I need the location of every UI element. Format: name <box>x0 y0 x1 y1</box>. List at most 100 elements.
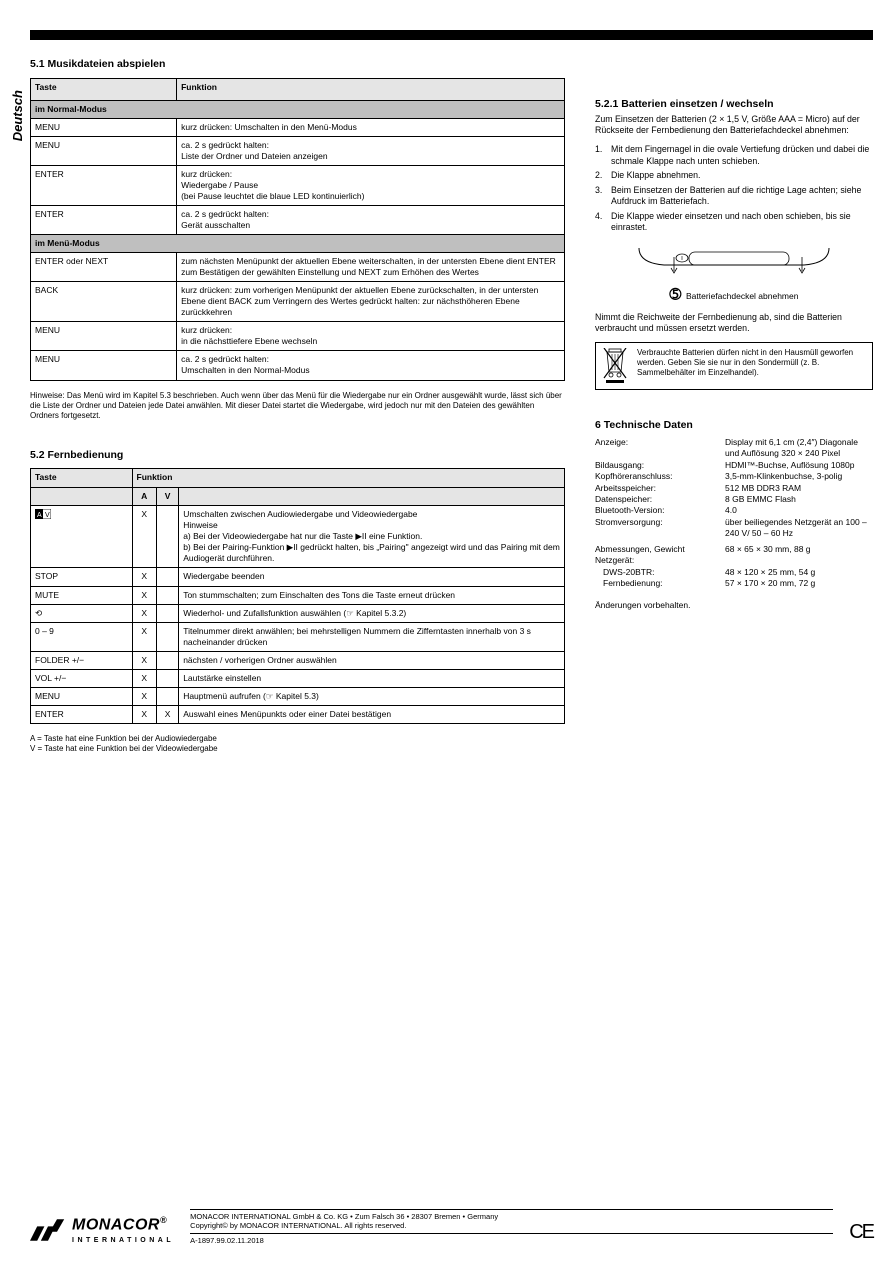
t2-r2-btn: STOP <box>31 568 133 586</box>
svg-text:A: A <box>37 512 42 519</box>
t2-r3-btn: MUTE <box>31 586 133 604</box>
t2-r1-fn: Umschalten zwischen Audiowiedergabe und … <box>179 506 565 568</box>
t2-r6-btn: FOLDER +/− <box>31 651 133 669</box>
battery-range-note: Nimmt die Reichweite der Fernbedienung a… <box>595 312 873 335</box>
t2-r8-btn: MENU <box>31 687 133 705</box>
footer-text: MONACOR INTERNATIONAL GmbH & Co. KG • Zu… <box>190 1209 833 1245</box>
spec-9-k: DWS-20BTR: <box>595 567 725 578</box>
spec-3-v: 3,5-mm-Klinkenbuchse, 3-polig <box>725 471 873 482</box>
specs-section: 6 Technische Daten Anzeige:Display mit 6… <box>595 418 873 611</box>
figure-5-number: ➄ <box>670 288 682 303</box>
spec-6-k: Bluetooth-Version: <box>595 505 725 516</box>
battery-steps-list: 1.Mit dem Fingernagel in die ovale Verti… <box>595 144 873 233</box>
t1-c2r4-btn: MENU <box>31 351 177 380</box>
t1-c1r2-btn: MENU <box>31 136 177 165</box>
left-column: 5.1 Musikdateien abspielen Taste Funktio… <box>30 58 565 754</box>
t2-r4-v <box>156 604 178 622</box>
footer-doc-id: A-1897.99.02.11.2018 <box>190 1236 833 1245</box>
t2-header-function: Funktion <box>133 469 565 487</box>
weee-bin-icon <box>601 348 629 384</box>
spec-6-v: 4.0 <box>725 505 873 516</box>
t2-r2-v <box>156 568 178 586</box>
t1-c1r1-fn: kurz drücken: Umschalten in den Menü-Mod… <box>177 118 565 136</box>
t2-r7-fn: Lautstärke einstellen <box>179 669 565 687</box>
t2-r4-fn: Wiederhol- und Zufallsfunktion auswählen… <box>179 604 565 622</box>
spec-10-k: Fernbedienung: <box>595 578 725 589</box>
spec-1-k: Anzeige: <box>595 437 725 460</box>
section-5-1-title: 5.1 Musikdateien abspielen <box>30 58 565 72</box>
t2-r6-v <box>156 651 178 669</box>
horizontal-rule-top <box>30 30 873 40</box>
t2-r7-a: X <box>132 669 156 687</box>
step-3-txt: Beim Einsetzen der Batterien auf die ric… <box>611 185 873 208</box>
t1-cat-normal: im Normal-Modus <box>31 100 565 118</box>
battery-cover-diagram <box>634 243 834 283</box>
spec-8-v: 68 × 65 × 30 mm, 88 g <box>725 544 873 567</box>
t2-r3-a: X <box>132 586 156 604</box>
spec-7-k: Stromversorgung: <box>595 517 725 540</box>
svg-text:V: V <box>45 512 50 519</box>
weee-text: Verbrauchte Batterien dürfen nicht in de… <box>637 348 867 384</box>
table-5-2: Taste Funktion A V AV X Umschalten zwisc… <box>30 468 565 724</box>
table-5-1: Taste Funktion im Normal-Modus MENU kurz… <box>30 78 565 381</box>
spec-5-k: Datenspeicher: <box>595 494 725 505</box>
spec-4-k: Arbeitsspeicher: <box>595 483 725 494</box>
t2-r5-btn: 0 – 9 <box>31 622 133 651</box>
page-footer: MONACOR® INTERNATIONAL MONACOR INTERNATI… <box>30 1209 873 1245</box>
t2-header-v: V <box>156 488 178 506</box>
specs-note: Änderungen vorbehalten. <box>595 600 873 611</box>
t2-r5-v <box>156 622 178 651</box>
t2-r5-a: X <box>132 622 156 651</box>
t1-c1r4-btn: ENTER <box>31 205 177 234</box>
repeat-icon: ⟲ <box>35 608 42 618</box>
t1-note: Hinweise: Das Menü wird im Kapitel 5.3 b… <box>30 391 565 421</box>
figure-5-text: Batteriefachdeckel abnehmen <box>686 291 798 301</box>
t2-header-button: Taste <box>31 469 133 488</box>
figure-5-caption: ➄ Batteriefachdeckel abnehmen <box>595 287 873 305</box>
monacor-icon <box>30 1219 66 1241</box>
t1-header-button: Taste <box>31 78 177 100</box>
t1-c2r2-btn: BACK <box>31 282 177 322</box>
t2-r5-fn: Titelnummer direkt anwählen; bei mehrste… <box>179 622 565 651</box>
t1-c1r3-fn: kurz drücken: Wiedergabe / Pause (bei Pa… <box>177 165 565 205</box>
t2-r2-a: X <box>132 568 156 586</box>
footer-address: MONACOR INTERNATIONAL GmbH & Co. KG • Zu… <box>190 1212 833 1234</box>
spec-8-k: Abmessungen, Gewicht Netzgerät: <box>595 544 725 567</box>
spec-2-k: Bildausgang: <box>595 460 725 471</box>
t1-c2r3-fn: kurz drücken: in die nächsttiefere Ebene… <box>177 322 565 351</box>
t2-r6-fn: nächsten / vorherigen Ordner auswählen <box>179 651 565 669</box>
t2-r9-fn: Auswahl eines Menüpunkts oder einer Date… <box>179 705 565 723</box>
spec-1-v: Display mit 6,1 cm (2,4″) Diagonale und … <box>725 437 873 460</box>
section-6-title: 6 Technische Daten <box>595 418 873 432</box>
t2-legend: A = Taste hat eine Funktion bei der Audi… <box>30 734 565 754</box>
step-3-num: 3. <box>595 185 611 208</box>
spec-4-v: 512 MB DDR3 RAM <box>725 483 873 494</box>
section-5-2-title: 5.2 Fernbedienung <box>30 449 565 463</box>
t2-r9-a: X <box>132 705 156 723</box>
t2-r9-btn: ENTER <box>31 705 133 723</box>
spec-5-v: 8 GB EMMC Flash <box>725 494 873 505</box>
spec-3-k: Kopfhöreranschluss: <box>595 471 725 482</box>
brand-logo: MONACOR® INTERNATIONAL <box>30 1215 174 1245</box>
t1-cat-menu: im Menü-Modus <box>31 235 565 253</box>
step-1-num: 1. <box>595 144 611 167</box>
t1-c2r4-fn: ca. 2 s gedrückt halten: Umschalten in d… <box>177 351 565 380</box>
step-4-txt: Die Klappe wieder einsetzen und nach obe… <box>611 211 873 234</box>
t2-r7-v <box>156 669 178 687</box>
t2-r1-a: X <box>132 506 156 568</box>
spec-7-v: über beiliegendes Netzgerät an 100 – 240… <box>725 517 873 540</box>
spec-10-v: 57 × 170 × 20 mm, 72 g <box>725 578 873 589</box>
section-5-2-1-para: Zum Einsetzen der Batterien (2 × 1,5 V, … <box>595 114 873 137</box>
section-5-2-1-title: 5.2.1 Batterien einsetzen / wechseln <box>595 98 873 112</box>
t1-c2r1-btn: ENTER oder NEXT <box>31 253 177 282</box>
t1-c1r3-btn: ENTER <box>31 165 177 205</box>
language-label: Deutsch <box>10 90 27 141</box>
spec-9-v: 48 × 120 × 25 mm, 54 g <box>725 567 873 578</box>
brand-subtitle: INTERNATIONAL <box>72 1236 174 1245</box>
t1-header-function: Funktion <box>177 78 565 100</box>
step-4-num: 4. <box>595 211 611 234</box>
t1-c2r3-btn: MENU <box>31 322 177 351</box>
ce-mark-icon: CE <box>849 1219 873 1245</box>
av-switch-icon: AV <box>35 509 51 519</box>
brand-name: MONACOR® <box>72 1215 174 1236</box>
